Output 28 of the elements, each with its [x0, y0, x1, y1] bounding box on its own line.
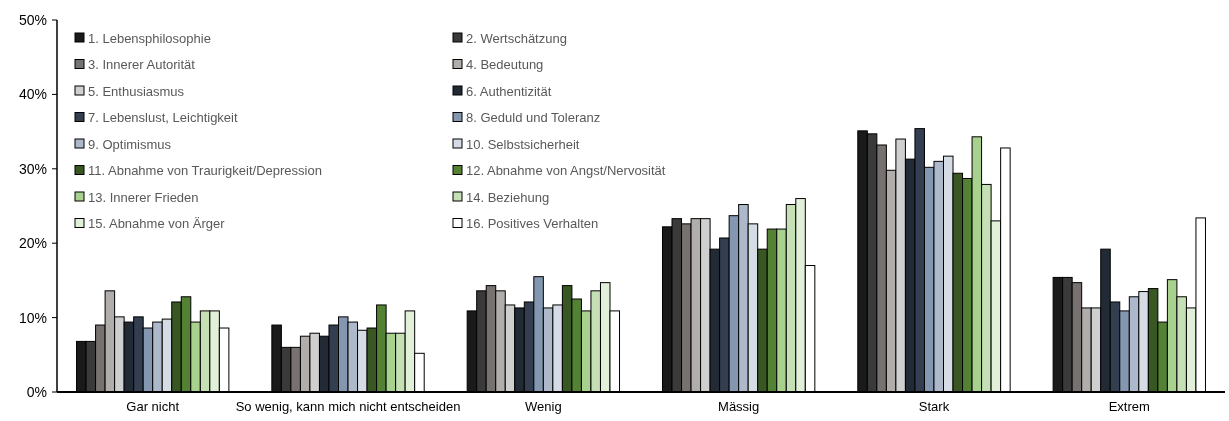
x-tick-label: Wenig [525, 399, 562, 414]
legend-label: 12. Abnahme von Angst/Nervosität [466, 163, 666, 179]
legend-label: 13. Innerer Frieden [88, 189, 199, 205]
legend-label: 5. Enthusiasmus [88, 83, 185, 99]
legend-label: 11. Abnahme von Traurigkeit/Depression [88, 163, 322, 179]
x-tick-label: Extrem [1108, 399, 1150, 414]
legend-label: 2. Wertschätzung [466, 30, 567, 46]
y-tick-label: 10% [18, 309, 47, 326]
legend-label: 6. Authentizität [466, 83, 552, 99]
legend-label: 8. Geduld und Toleranz [466, 110, 601, 126]
x-tick-label: Stark [918, 399, 950, 414]
legend-label: 7. Lebenslust, Leichtigkeit [88, 110, 238, 126]
x-tick-label: Mässig [718, 399, 760, 414]
legend-label: 16. Positives Verhalten [466, 216, 599, 232]
legend-label: 3. Innerer Autorität [88, 57, 196, 73]
legend-label: 10. Selbstsicherheit [466, 136, 580, 152]
x-tick-label: Gar nicht [126, 399, 180, 414]
legend-label: 9. Optimismus [88, 136, 172, 152]
y-tick-label: 0% [26, 383, 47, 400]
x-tick-label: So wenig, kann mich nicht entscheiden [235, 399, 461, 414]
y-tick-label: 20% [18, 235, 47, 252]
y-tick-label: 50% [18, 11, 47, 28]
legend-label: 14. Beziehung [466, 189, 550, 205]
y-tick-label: 40% [18, 86, 47, 103]
legend-label: 1. Lebensphilosophie [88, 30, 211, 46]
legend-label: 4. Bedeutung [466, 57, 544, 73]
y-tick-label: 30% [18, 160, 47, 177]
legend-label: 15. Abnahme von Ärger [88, 216, 226, 232]
